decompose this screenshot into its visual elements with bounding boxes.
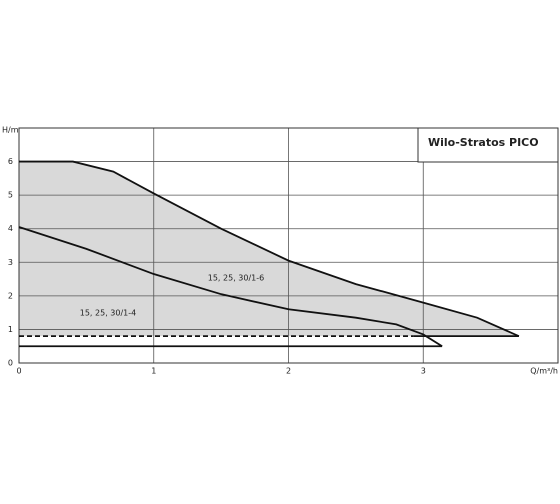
x-tick-label: 0 xyxy=(16,367,21,376)
title-box xyxy=(417,127,559,163)
curve xyxy=(19,160,520,337)
chart-title: Wilo-Stratos PICO xyxy=(428,136,539,149)
x-axis-label: Q/m³/h xyxy=(530,367,558,376)
y-tick-label: 3 xyxy=(8,258,13,267)
y-axis-label: H/m xyxy=(2,126,19,135)
curve xyxy=(18,226,443,347)
area-fill xyxy=(19,161,519,337)
curve-label: 15, 25, 30/1-6 xyxy=(208,274,264,283)
y-tick-label: 1 xyxy=(8,325,13,334)
curve-label: 15, 25, 30/1-4 xyxy=(80,309,136,318)
y-tick-label: 5 xyxy=(8,191,13,200)
y-tick-label: 0 xyxy=(8,359,13,368)
x-tick-label: 1 xyxy=(151,367,156,376)
y-tick-label: 6 xyxy=(8,157,13,166)
y-tick-label: 4 xyxy=(8,224,13,233)
x-tick-label: 3 xyxy=(421,367,426,376)
x-tick-label: 2 xyxy=(286,367,291,376)
plot-frame xyxy=(18,127,559,364)
y-tick-label: 2 xyxy=(8,291,13,300)
